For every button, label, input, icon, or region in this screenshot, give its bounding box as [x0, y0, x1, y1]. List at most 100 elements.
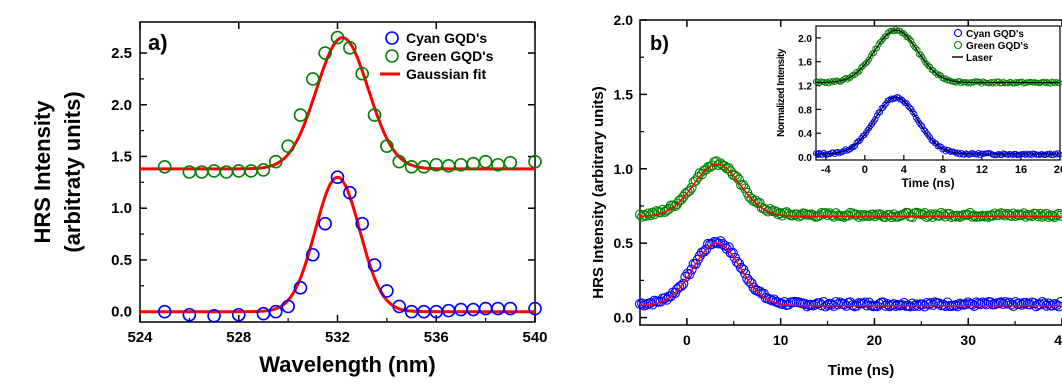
inset-cyan-data-point: [916, 119, 923, 126]
green-data-point: [392, 154, 407, 169]
inset-legend-green-label: Green GQD's: [966, 41, 1029, 52]
inset-cyan-data-point: [881, 102, 888, 109]
panel-a-chart: 524 528 532 536 540 0.0 0.5 1.0 1.5 2.0 2.5 Wavelen…: [30, 21, 548, 377]
green-data-point: [868, 209, 879, 220]
inset-y-tick-label: 1.6: [798, 58, 812, 69]
green-data-point: [989, 208, 1000, 219]
green-data-point: [503, 155, 518, 170]
cyan-data-point: [995, 297, 1007, 308]
cyan-data-point: [923, 299, 934, 310]
fit-line: [639, 163, 1061, 218]
cyan-data-point: [727, 247, 738, 258]
cyan-data-point: [466, 302, 481, 317]
cyan-data-point: [859, 297, 870, 308]
green-data-point: [380, 139, 394, 153]
cyan-data-point: [888, 299, 899, 310]
cyan-data-point: [207, 308, 221, 323]
y-tick-label: 2.0: [111, 97, 132, 114]
cyan-data-point: [678, 278, 689, 289]
inset-green-data-point: [845, 74, 852, 81]
inset-cyan-data-point: [873, 112, 880, 119]
cyan-data-point: [256, 306, 271, 321]
inset-green-data-point: [953, 79, 960, 86]
inset-green-data-point: [856, 67, 863, 74]
green-data-point: [795, 210, 806, 221]
inset-green-data-point: [827, 78, 834, 85]
inset-green-data-point: [883, 33, 890, 40]
y-axis-label-line2: (arbitraty units): [60, 91, 85, 252]
green-data-point: [207, 164, 221, 178]
y-tick-label: 1.5: [614, 86, 634, 102]
inset-y-tick-label: 2.0: [798, 34, 812, 45]
cyan-data-point: [1020, 297, 1031, 308]
inset-x-tick-label: 16: [1015, 164, 1027, 176]
inset-green-data-point: [1051, 80, 1058, 87]
green-data-point: [637, 211, 648, 222]
cyan-data-point: [318, 216, 332, 231]
green-data-point: [771, 206, 782, 217]
inset-green-data-point: [855, 69, 862, 76]
inset-green-data-point: [995, 78, 1002, 85]
cyan-data-point: [1035, 299, 1046, 310]
y-tick-label: 1.0: [614, 161, 634, 177]
inset-cyan-data-point: [920, 126, 927, 133]
green-data-point: [1053, 208, 1062, 219]
inset-cyan-data-point: [911, 110, 918, 118]
cyan-data-point: [740, 268, 751, 279]
green-data-point: [231, 164, 246, 178]
panel-label: a): [148, 30, 168, 55]
green-data-point: [762, 206, 773, 217]
green-data-point: [1031, 208, 1042, 220]
x-tick-label: 0: [683, 332, 691, 348]
inset-cyan-data-point: [900, 98, 907, 105]
inset-green-data-point: [870, 49, 877, 57]
inset-cyan-data-point: [919, 123, 926, 130]
inset-y-tick-label: 1.2: [798, 82, 812, 93]
x-tick-label: 10: [773, 332, 789, 348]
x-axis-label: Time (ns): [828, 362, 894, 379]
inset-green-data-point: [876, 39, 884, 46]
x-tick-label: 524: [127, 329, 153, 346]
inset-green-data-point: [1053, 78, 1060, 85]
cyan-data-point: [874, 298, 885, 310]
cyan-data-point: [367, 258, 382, 272]
inset-legend-laser-label: Laser: [966, 53, 993, 64]
laser-line: [816, 29, 1059, 84]
inset-legend-cyan-label: Cyan GQD's: [966, 29, 1024, 40]
inset-x-tick-label: 8: [940, 164, 946, 176]
inset-cyan-data-point: [819, 151, 826, 158]
cyan-data-point: [343, 185, 357, 200]
green-data-point: [1051, 210, 1062, 221]
cyan-data-point: [268, 304, 283, 319]
inset-cyan-data-point: [917, 121, 924, 128]
cyan-data-point: [182, 307, 197, 322]
cyan-data-point: [925, 298, 936, 309]
green-data-point: [684, 185, 695, 196]
green-data-point: [647, 207, 658, 218]
legend-cyan-marker: [385, 31, 399, 45]
cyan-data-point: [392, 299, 407, 314]
green-data-point: [969, 210, 980, 221]
inset-cyan-data-point: [1009, 151, 1016, 159]
inset-x-tick-label: 4: [901, 164, 908, 176]
inset-x-tick-label: -4: [821, 164, 832, 176]
inset-green-data-point: [900, 29, 907, 37]
legend-green-marker: [385, 49, 399, 63]
inset-cyan-data-point: [1005, 151, 1012, 158]
inset-y-tick-label: 0.4: [798, 129, 812, 140]
cyan-data-point: [676, 280, 687, 291]
y-tick-label: 2.5: [111, 45, 132, 62]
x-tick-label: 20: [867, 332, 883, 348]
cyan-data-point: [503, 301, 518, 316]
green-data-point: [993, 209, 1005, 220]
y-tick-label: 2.0: [614, 12, 634, 28]
inset-frame: [815, 25, 1061, 161]
legend-green-label: Green GQD's: [406, 48, 494, 64]
green-data-point: [268, 154, 283, 169]
inset-cyan-data-point: [905, 102, 912, 109]
cyan-data-point: [157, 304, 172, 319]
laser-line: [816, 96, 1059, 155]
inset-green-data-point: [922, 59, 929, 66]
inset-cyan-data-point: [961, 151, 968, 158]
